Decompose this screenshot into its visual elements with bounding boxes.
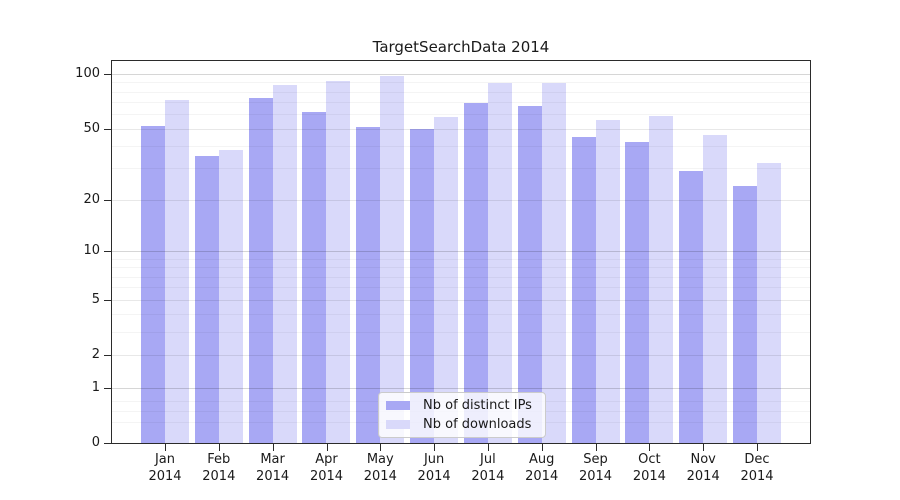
bar-downloads-apr: [326, 81, 351, 443]
gridline-5: [112, 299, 810, 301]
gridline-50: [112, 128, 810, 130]
bar-distinct-ips-jan: [141, 125, 165, 443]
gridline-80: [112, 91, 810, 93]
bar-distinct-ips-aug: [517, 105, 542, 443]
x-tick-label-aug: Aug 2014: [525, 452, 559, 484]
bar-downloads-jun: [434, 116, 459, 443]
x-tick-jul: [487, 444, 489, 451]
y-tick-label-1: 1: [91, 379, 100, 395]
bar-downloads-jul: [487, 83, 512, 443]
x-tick-label-dec: Dec 2014: [740, 452, 774, 484]
y-tick-20: [104, 199, 111, 201]
bar-downloads-dec: [757, 163, 781, 443]
gridline-2: [112, 355, 810, 357]
gridline-6: [112, 287, 810, 289]
legend-entry-distinct-ips: Nb of distinct IPs: [386, 398, 545, 413]
legend-label-distinct-ips: Nb of distinct IPs: [423, 398, 532, 413]
y-tick-label-0: 0: [91, 435, 100, 450]
bar-distinct-ips-nov: [679, 171, 704, 443]
y-tick-1: [104, 387, 111, 389]
x-tick-label-sep: Sep 2014: [578, 452, 613, 484]
y-tick-100: [104, 74, 111, 75]
bar-downloads-jan: [165, 99, 189, 443]
chart-title: TargetSearchData 2014: [372, 38, 550, 56]
gridline-9: [112, 258, 810, 260]
bar-distinct-ips-dec: [733, 185, 757, 443]
x-tick-label-jul: Jul 2014: [471, 452, 505, 484]
plot-area: 0 1 2 5 10 20 50 100 Jan 2014 Feb 2014 Mar 2014 Apr 201…: [75, 61, 810, 484]
y-tick-label-100: 100: [75, 66, 100, 81]
gridline-8: [112, 267, 810, 269]
y-tick-50: [104, 128, 111, 130]
gridline-1: [112, 387, 810, 389]
y-tick-10: [104, 251, 111, 253]
bars-layer: [112, 61, 810, 443]
x-tick-sep: [595, 444, 597, 451]
bar-downloads-feb: [218, 150, 243, 443]
legend-entry-downloads: Nb of downloads: [386, 417, 545, 432]
legend-swatch-distinct-ips: [386, 401, 410, 410]
bar-distinct-ips-jul: [463, 103, 488, 443]
gridline-7: [112, 276, 810, 278]
y-tick-2: [104, 355, 111, 357]
bar-downloads-may: [380, 76, 405, 443]
x-tick-label-jan: Jan 2014: [148, 452, 182, 484]
gridline-40: [112, 146, 810, 148]
gridline-30: [112, 168, 810, 170]
y-tick-0: [104, 443, 111, 444]
bar-downloads-mar: [272, 85, 297, 443]
bar-downloads-oct: [649, 115, 674, 443]
gridline-70: [112, 102, 810, 104]
bar-downloads-sep: [595, 119, 620, 443]
gridline-4: [112, 314, 810, 316]
x-tick-label-oct: Oct 2014: [632, 452, 666, 484]
legend: Nb of distinct IPs Nb of downloads: [378, 392, 546, 438]
gridline-20: [112, 199, 810, 201]
legend-label-downloads: Nb of downloads: [423, 417, 532, 432]
x-tick-dec: [757, 444, 758, 451]
x-tick-jan: [165, 444, 166, 451]
x-tick-label-apr: Apr 2014: [309, 452, 344, 484]
x-tick-label-nov: Nov 2014: [686, 452, 720, 484]
x-tick-label-jun: Jun 2014: [417, 452, 451, 484]
bar-downloads-aug: [541, 83, 566, 443]
gridline-3: [112, 332, 810, 334]
gridline-10: [112, 251, 810, 253]
bar-distinct-ips-apr: [302, 111, 327, 443]
legend-swatch-downloads: [386, 420, 410, 429]
x-tick-jun: [434, 444, 436, 451]
gridline-60: [112, 114, 810, 116]
bar-distinct-ips-feb: [194, 156, 219, 443]
bar-distinct-ips-mar: [248, 97, 273, 443]
y-tick-label-5: 5: [91, 291, 100, 307]
x-tick-label-may: May 2014: [363, 452, 397, 484]
bar-distinct-ips-oct: [625, 142, 650, 443]
bar-distinct-ips-jun: [410, 128, 435, 443]
x-tick-aug: [541, 444, 543, 451]
x-tick-may: [380, 444, 382, 451]
y-tick-label-2: 2: [91, 347, 100, 363]
bar-distinct-ips-sep: [571, 136, 596, 443]
y-tick-label-10: 10: [83, 243, 100, 259]
x-tick-label-feb: Feb 2014: [202, 452, 236, 484]
bar-downloads-nov: [703, 135, 728, 443]
x-tick-mar: [272, 444, 274, 451]
y-tick-5: [104, 299, 111, 301]
y-tick-label-20: 20: [83, 191, 100, 207]
bar-distinct-ips-may: [356, 127, 381, 443]
gridline-90: [112, 82, 810, 84]
axis-ticks-layer: 0 1 2 5 10 20 50 100 Jan 2014 Feb 2014 Mar 2014 Apr 201…: [75, 61, 810, 484]
x-tick-oct: [649, 444, 651, 451]
y-tick-label-50: 50: [83, 120, 100, 136]
x-tick-label-mar: Mar 2014: [256, 452, 290, 484]
x-tick-apr: [326, 444, 328, 451]
x-tick-feb: [218, 444, 220, 451]
gridline-100: [112, 74, 810, 75]
x-tick-nov: [703, 444, 705, 451]
